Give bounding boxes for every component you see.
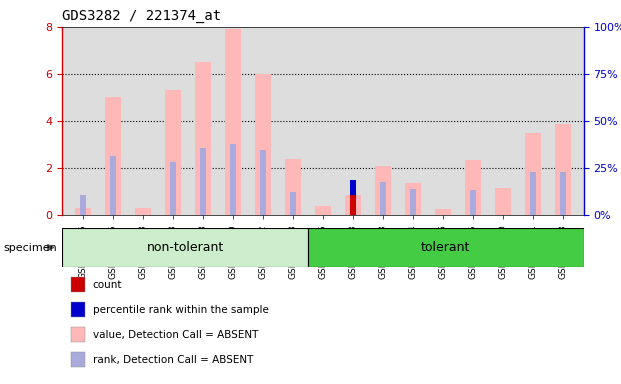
Bar (255, 74, 271, 215)
Bar (165, 90, 181, 215)
Bar (195, 62, 211, 215)
Bar (290, 192, 296, 215)
Text: percentile rank within the sample: percentile rank within the sample (93, 305, 268, 314)
Bar (494, 188, 511, 215)
Bar (345, 195, 361, 215)
Bar (374, 166, 391, 215)
Bar (230, 144, 236, 215)
Text: tolerant: tolerant (421, 241, 471, 254)
Bar (410, 189, 415, 215)
Text: rank, Detection Call = ABSENT: rank, Detection Call = ABSENT (93, 354, 253, 364)
Bar (405, 183, 421, 215)
Text: count: count (93, 280, 122, 290)
Bar (315, 206, 331, 215)
Bar (465, 160, 481, 215)
Bar (435, 209, 451, 215)
Bar (200, 148, 206, 215)
Bar (350, 180, 356, 195)
Bar (110, 156, 116, 215)
Text: GDS3282 / 221374_at: GDS3282 / 221374_at (62, 9, 221, 23)
Bar (470, 190, 476, 215)
Bar (380, 182, 386, 215)
Bar (525, 133, 541, 215)
Bar (135, 208, 152, 215)
Bar (284, 159, 301, 215)
Bar (530, 172, 536, 215)
Text: value, Detection Call = ABSENT: value, Detection Call = ABSENT (93, 329, 258, 339)
Bar (560, 172, 566, 215)
Bar (308, 228, 584, 267)
Bar (350, 195, 356, 215)
Text: specimen: specimen (3, 243, 57, 253)
Bar (105, 98, 121, 215)
Bar (555, 124, 571, 215)
Bar (75, 208, 91, 215)
Bar (80, 195, 86, 215)
Bar (260, 151, 266, 215)
Text: non-tolerant: non-tolerant (147, 241, 224, 254)
Bar (225, 29, 241, 215)
Bar (62, 228, 308, 267)
Bar (170, 162, 176, 215)
